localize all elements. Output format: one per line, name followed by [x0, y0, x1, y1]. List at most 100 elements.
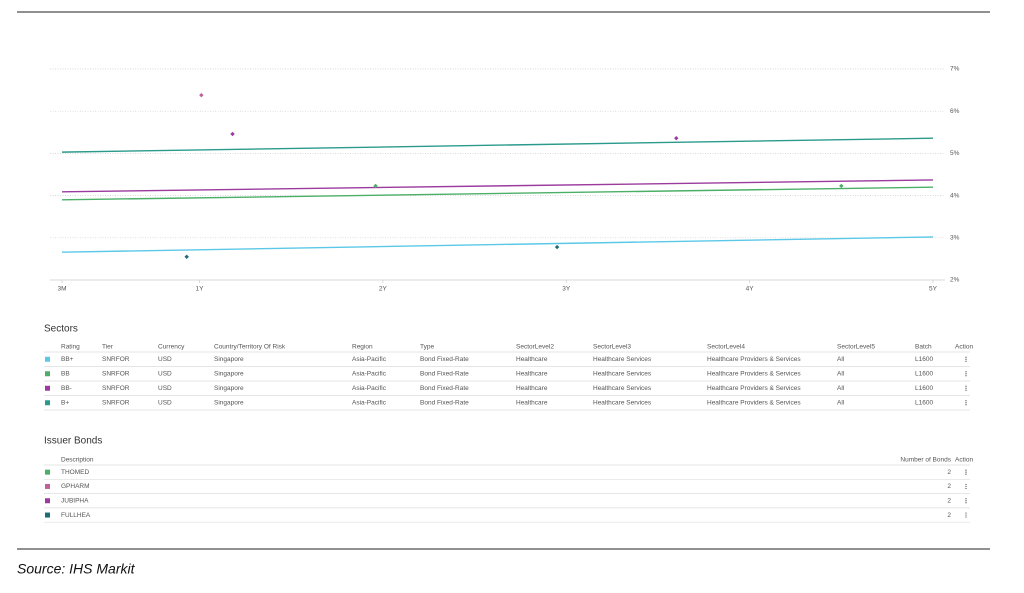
color-swatch — [45, 498, 50, 504]
sectors-title: Sectors — [44, 324, 78, 335]
column-header: Tier — [102, 344, 114, 351]
bond-point — [230, 131, 235, 137]
cell: Asia-Pacific — [352, 370, 387, 377]
action-menu — [965, 389, 967, 391]
action-menu — [965, 485, 967, 488]
bond-point — [674, 136, 679, 141]
action-menu — [965, 473, 967, 475]
cell: All — [837, 385, 845, 392]
cell: Singapore — [214, 370, 244, 377]
action-menu — [965, 404, 967, 406]
action-menu — [965, 487, 967, 490]
cell: Healthcare Services — [593, 370, 652, 377]
bond-point — [184, 254, 189, 259]
x-tick-label: 3Y — [562, 286, 571, 293]
curve-line — [61, 137, 934, 153]
cell: Healthcare — [516, 370, 548, 377]
column-header: Number of Bonds — [900, 457, 951, 464]
cell: 2 — [947, 512, 951, 519]
x-tick-label: 2Y — [379, 286, 388, 293]
cell: THOMED — [61, 469, 89, 476]
column-header: Action — [955, 457, 973, 464]
cell: Bond Fixed-Rate — [420, 370, 469, 377]
cell: L1600 — [915, 370, 933, 377]
action-menu — [965, 512, 967, 514]
source: Source: IHS Markit — [17, 561, 136, 577]
cell: All — [837, 370, 845, 377]
action-menu — [965, 360, 967, 362]
column-header: SectorLevel5 — [837, 344, 875, 351]
cell: L1600 — [915, 385, 933, 392]
cell: SNRFOR — [102, 370, 130, 377]
cell: USD — [158, 370, 172, 377]
curve-line — [61, 186, 934, 201]
column-header: Currency — [158, 344, 185, 351]
column-header: SectorLevel3 — [593, 344, 631, 351]
cell: Asia-Pacific — [352, 399, 387, 406]
cell: Singapore — [214, 385, 244, 392]
cell: Healthcare — [516, 356, 548, 363]
cell: BB- — [61, 385, 72, 392]
cell: Singapore — [214, 399, 244, 406]
bond-point — [554, 244, 560, 250]
cell: SNRFOR — [102, 399, 130, 406]
action-menu — [965, 385, 967, 387]
cell: B+ — [61, 399, 69, 406]
cell: L1600 — [915, 356, 933, 363]
cell: Healthcare — [516, 399, 548, 406]
cell: Asia-Pacific — [352, 385, 387, 392]
curve-line — [61, 236, 934, 253]
cell: Healthcare Providers & Services — [707, 356, 801, 363]
cell: Healthcare Services — [593, 356, 652, 363]
cell: USD — [158, 356, 172, 363]
x-tick-label: 5Y — [929, 286, 938, 293]
column-header: Type — [420, 344, 434, 351]
cell: GPHARM — [61, 483, 90, 490]
cell: BB+ — [61, 356, 74, 363]
bond-point — [199, 92, 204, 98]
cell: All — [837, 399, 845, 406]
x-tick-label: 1Y — [196, 286, 205, 293]
issuer-bonds-title: Issuer Bonds — [44, 436, 102, 447]
column-header: Rating — [61, 344, 80, 351]
x-tick-label: 3M — [57, 286, 66, 293]
y-tick-label: 5% — [950, 150, 960, 157]
cell: 2 — [947, 497, 951, 504]
color-swatch — [45, 385, 50, 391]
column-header: Action — [955, 344, 973, 351]
cell: FULLHEA — [61, 512, 91, 519]
column-header: Batch — [915, 344, 932, 351]
x-tick-label: 4Y — [746, 286, 755, 293]
cell: JUBIPHA — [61, 497, 89, 504]
cell: Singapore — [214, 356, 244, 363]
cell: USD — [158, 385, 172, 392]
action-menu — [965, 356, 967, 358]
color-swatch — [45, 512, 50, 518]
column-header: SectorLevel2 — [516, 344, 554, 351]
color-swatch — [45, 483, 50, 489]
action-menu — [965, 500, 967, 502]
action-menu — [965, 375, 967, 377]
y-tick-label: 4% — [950, 192, 960, 199]
action-menu — [965, 358, 967, 360]
cell: 2 — [947, 469, 951, 476]
cell: Bond Fixed-Rate — [420, 356, 469, 363]
y-tick-label: 6% — [950, 108, 960, 115]
action-menu — [965, 516, 967, 518]
cell: Healthcare Providers & Services — [707, 370, 801, 377]
cell: BB — [61, 370, 70, 377]
column-header: Region — [352, 344, 373, 351]
cell: Asia-Pacific — [352, 356, 387, 363]
action-menu — [965, 373, 967, 375]
cell: Healthcare Providers & Services — [707, 385, 801, 392]
color-swatch — [45, 469, 50, 475]
cell: Healthcare Services — [593, 399, 652, 406]
color-swatch — [45, 371, 50, 377]
action-menu — [965, 402, 967, 404]
cell: SNRFOR — [102, 385, 130, 392]
curve-line — [61, 179, 934, 193]
action-menu — [965, 483, 967, 486]
cell: All — [837, 356, 845, 363]
action-menu — [965, 400, 967, 402]
cell: Healthcare Services — [593, 385, 652, 392]
